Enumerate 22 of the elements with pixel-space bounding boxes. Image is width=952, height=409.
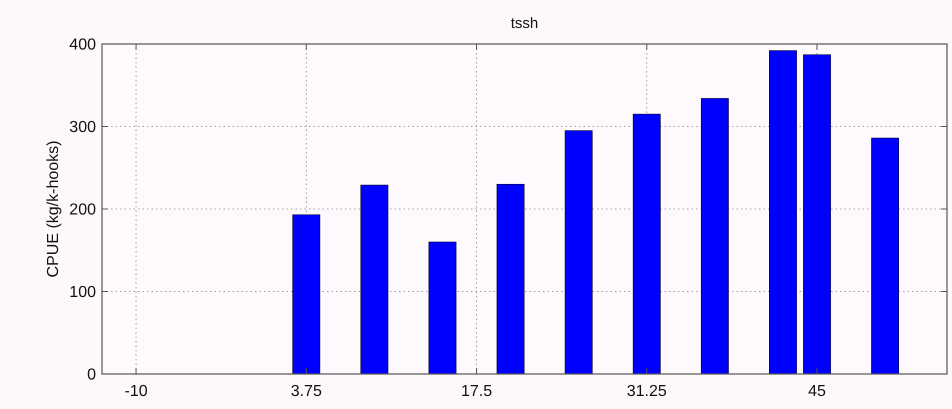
bar xyxy=(496,184,524,374)
bar xyxy=(632,114,661,374)
y-tick-label: 100 xyxy=(69,284,96,302)
y-axis-title: CPUE (kg/k-hooks) xyxy=(45,140,62,278)
x-tick-label: 17.5 xyxy=(460,383,492,400)
y-tick-label: 300 xyxy=(69,119,96,136)
chart-title: tssh xyxy=(510,15,538,32)
x-tick-label: 31.25 xyxy=(626,383,667,400)
bar xyxy=(700,98,729,374)
bar xyxy=(871,138,900,374)
bar xyxy=(564,130,593,374)
x-tick-label: 45 xyxy=(808,383,826,400)
x-tick-label: 3.75 xyxy=(290,383,322,400)
bar xyxy=(292,214,320,374)
bar xyxy=(360,184,388,374)
y-tick-label: 0 xyxy=(87,366,96,384)
y-tick-label: 200 xyxy=(69,202,96,219)
bar xyxy=(428,242,456,374)
bar xyxy=(803,54,831,374)
x-tick-label: -10 xyxy=(124,383,148,400)
y-tick-label: 400 xyxy=(69,36,96,54)
bar xyxy=(769,50,797,374)
